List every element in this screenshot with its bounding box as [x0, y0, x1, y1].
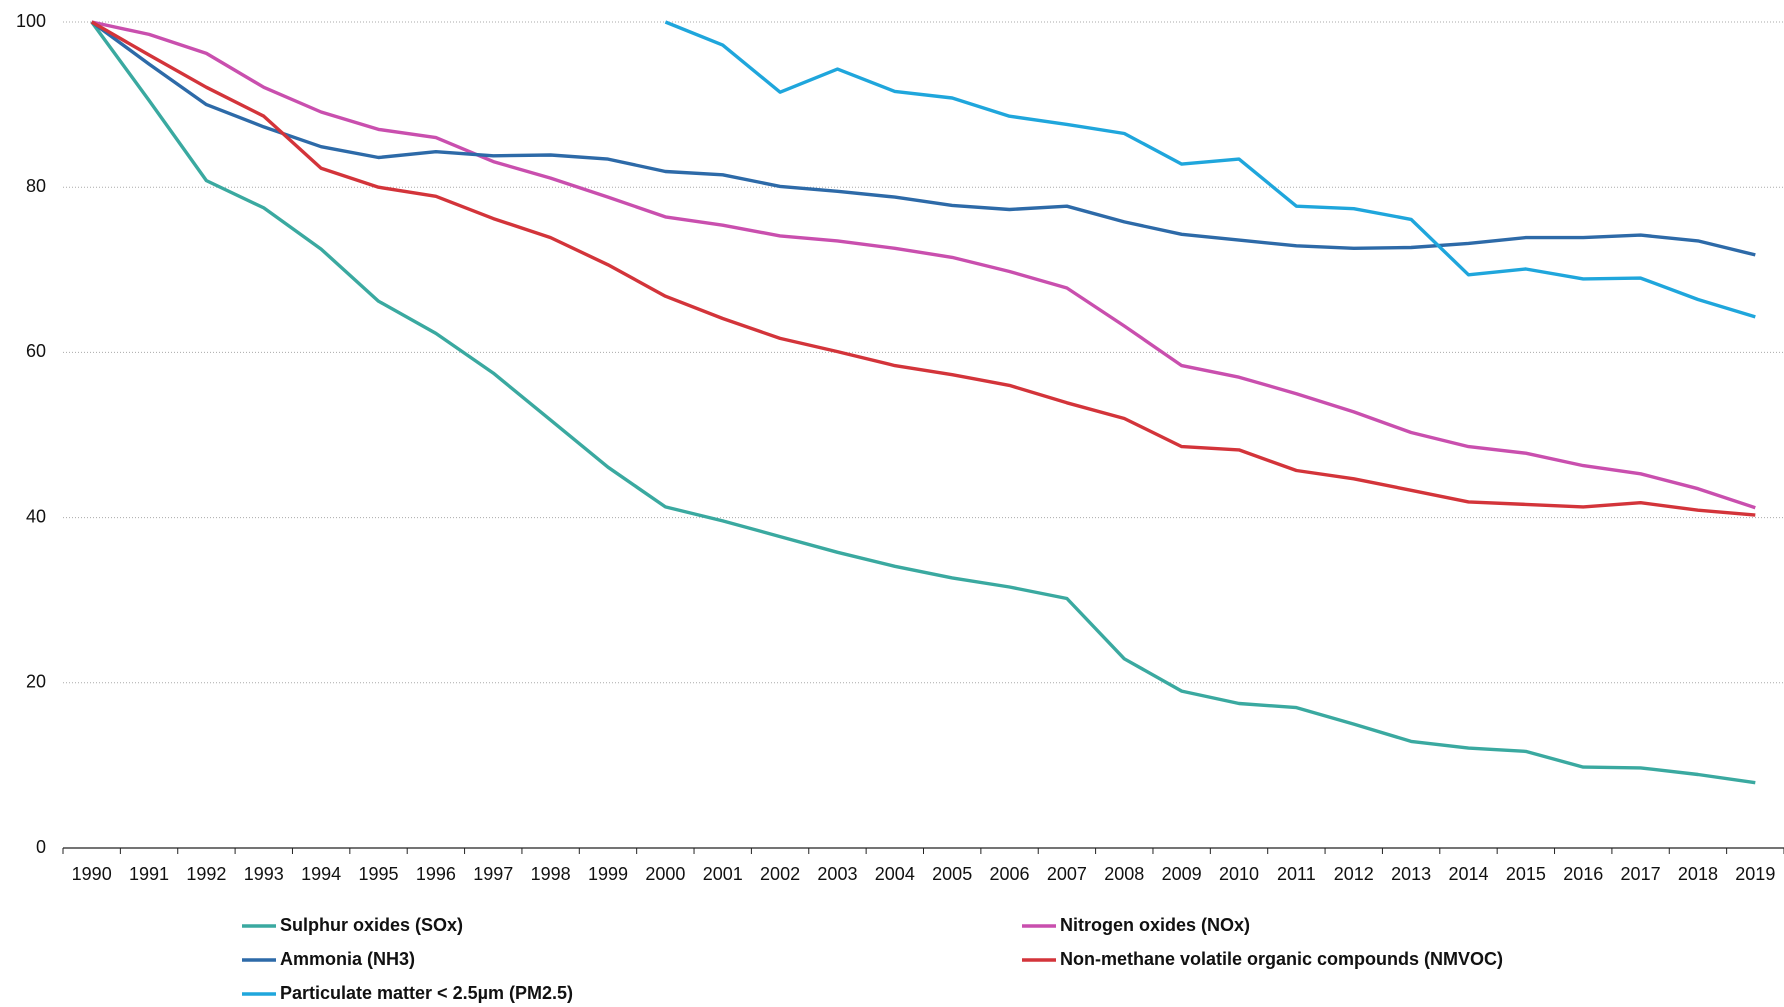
legend-text: Nitrogen oxides (NOx) — [1060, 915, 1250, 935]
x-tick-label: 2016 — [1563, 864, 1603, 884]
y-tick-label: 0 — [36, 837, 46, 857]
x-tick-label: 2001 — [703, 864, 743, 884]
x-tick-label: 2006 — [990, 864, 1030, 884]
x-tick-label: 2010 — [1219, 864, 1259, 884]
y-tick-label: 20 — [26, 672, 46, 692]
x-tick-label: 1991 — [129, 864, 169, 884]
x-tick-label: 2005 — [932, 864, 972, 884]
x-tick-label: 1990 — [72, 864, 112, 884]
y-tick-label: 40 — [26, 506, 46, 526]
x-tick-label: 2003 — [817, 864, 857, 884]
x-tick-label: 2009 — [1162, 864, 1202, 884]
legend-text: Ammonia (NH3) — [280, 949, 415, 969]
x-tick-label: 2002 — [760, 864, 800, 884]
x-tick-label: 2008 — [1104, 864, 1144, 884]
x-tick-label: 1993 — [244, 864, 284, 884]
x-tick-label: 2018 — [1678, 864, 1718, 884]
series-line — [90, 20, 1756, 785]
series-line — [90, 20, 1756, 517]
x-tick-label: 1994 — [301, 864, 341, 884]
y-tick-label: 100 — [16, 11, 46, 31]
x-tick-label: 1996 — [416, 864, 456, 884]
x-tick-label: 1995 — [358, 864, 398, 884]
x-tick-label: 2011 — [1277, 864, 1316, 884]
y-tick-label: 80 — [26, 176, 46, 196]
x-tick-label: 2019 — [1735, 864, 1775, 884]
y-tick-label: 60 — [26, 341, 46, 361]
series-line — [91, 20, 1756, 510]
x-tick-label: 2014 — [1448, 864, 1488, 884]
series-line — [664, 20, 1756, 319]
x-tick-label: 1999 — [588, 864, 628, 884]
legend-text: Non-methane volatile organic compounds (… — [1060, 949, 1503, 969]
legend-text: Sulphur oxides (SOx) — [280, 915, 463, 935]
legend-text: Particulate matter < 2.5µm (PM2.5) — [280, 983, 573, 1003]
x-tick-label: 2012 — [1334, 864, 1374, 884]
x-tick-label: 2004 — [875, 864, 915, 884]
x-tick-label: 1997 — [473, 864, 513, 884]
series-line — [90, 20, 1756, 257]
x-tick-label: 2013 — [1391, 864, 1431, 884]
x-tick-label: 2000 — [645, 864, 685, 884]
x-tick-label: 1998 — [531, 864, 571, 884]
x-tick-label: 1992 — [186, 864, 226, 884]
x-tick-label: 2017 — [1621, 864, 1661, 884]
x-tick-label: 2015 — [1506, 864, 1546, 884]
x-tick-label: 2007 — [1047, 864, 1087, 884]
